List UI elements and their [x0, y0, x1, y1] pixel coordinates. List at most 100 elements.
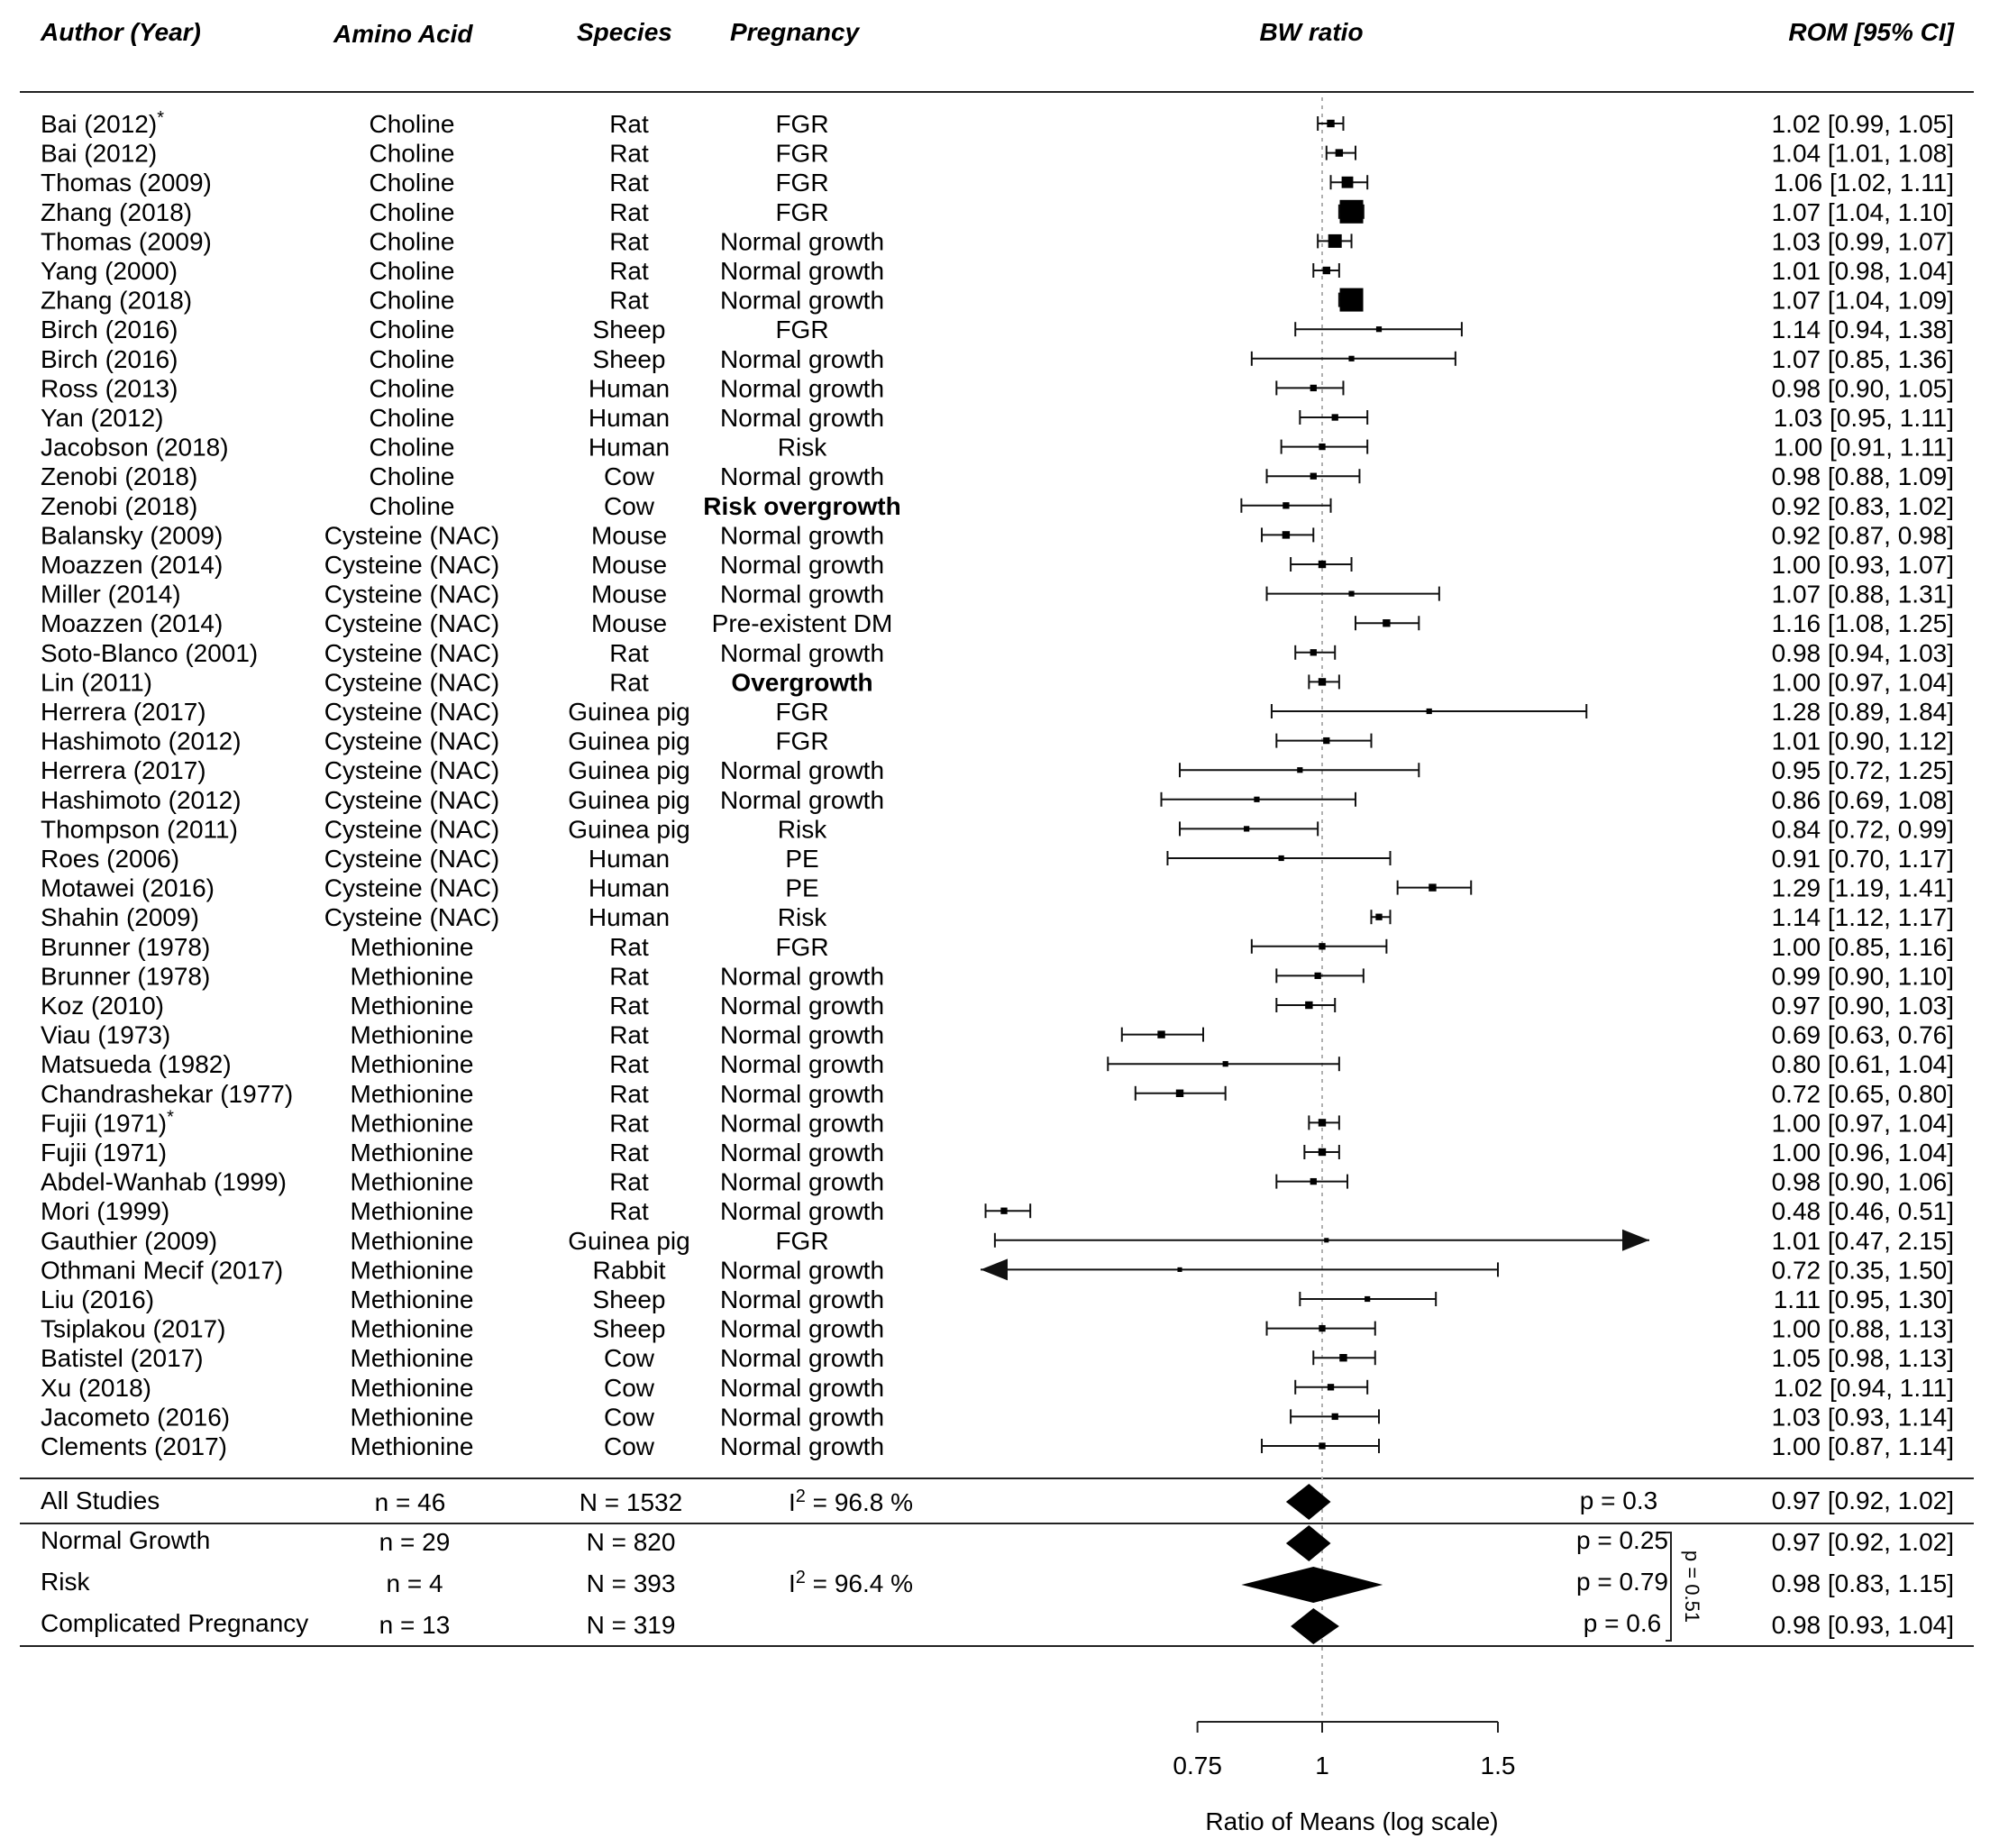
study-species: Mouse	[591, 581, 667, 608]
study-amino-acid: Cysteine (NAC)	[324, 786, 499, 814]
study-species: Sheep	[593, 345, 666, 373]
study-amino-acid: Choline	[370, 462, 455, 490]
study-author: Motawei (2016)	[41, 874, 215, 902]
study-rom: 1.07 [1.04, 1.09]	[1772, 287, 1954, 315]
study-amino-acid: Methionine	[351, 1197, 474, 1225]
study-amino-acid: Methionine	[351, 1109, 474, 1137]
study-amino-acid: Cysteine (NAC)	[324, 874, 499, 902]
study-rom: 0.99 [0.90, 1.10]	[1772, 962, 1954, 990]
study-rom: 1.03 [0.93, 1.14]	[1772, 1403, 1954, 1431]
study-row: Soto-Blanco (2001) Cysteine (NAC) Rat Norma…	[41, 639, 1954, 667]
study-species: Cow	[604, 1344, 655, 1372]
study-amino-acid: Methionine	[351, 1374, 474, 1402]
subgroup-i2-symbol: I	[789, 1569, 796, 1597]
subgroup-label-risk: Risk	[41, 1568, 90, 1596]
study-species: Rat	[609, 1050, 649, 1078]
study-amino-acid: Cysteine (NAC)	[324, 609, 499, 637]
study-rom: 0.80 [0.61, 1.04]	[1772, 1050, 1954, 1078]
subgroup-label-complicated: Complicated Pregnancy	[41, 1609, 308, 1637]
study-rom: 1.00 [0.97, 1.04]	[1772, 1109, 1954, 1137]
study-rom: 0.72 [0.65, 0.80]	[1772, 1080, 1954, 1108]
study-rom: 1.11 [0.95, 1.30]	[1774, 1285, 1954, 1313]
study-point-estimate	[1365, 1295, 1371, 1303]
study-ci-arrow-right	[1622, 1229, 1649, 1251]
x-axis-tick-label: 1.5	[1481, 1752, 1516, 1779]
study-species: Rat	[609, 169, 649, 197]
study-row: Xu (2018) Methionine Cow Normal growth 1.02 …	[41, 1374, 1954, 1402]
study-author: Zenobi (2018)	[41, 462, 197, 490]
study-species: Mouse	[591, 551, 667, 579]
study-point-estimate	[1222, 1061, 1228, 1067]
study-author: Koz (2010)	[41, 992, 164, 1020]
subgroup-rows: Normal Growth n = 29 N = 820 p = 0.25 0.…	[41, 1525, 1954, 1644]
study-species: Rat	[609, 140, 649, 168]
study-species: Guinea pig	[568, 727, 689, 755]
study-point-estimate	[1375, 326, 1383, 333]
study-row: Zenobi (2018) Choline Cow Normal growth 0.98…	[41, 462, 1954, 490]
study-author: Hashimoto (2012)	[41, 786, 242, 814]
study-pregnancy: Normal growth	[720, 581, 884, 608]
x-axis: 0.75 1 1.5 Ratio of Means (log scale)	[1173, 1721, 1516, 1835]
study-author: Miller (2014)	[41, 581, 181, 608]
study-row: Viau (1973) Methionine Rat Normal growth 0.6…	[41, 1021, 1954, 1049]
study-amino-acid: Cysteine (NAC)	[324, 581, 499, 608]
study-species: Rat	[609, 287, 649, 315]
study-species: Mouse	[591, 521, 667, 549]
study-row: Liu (2016) Methionine Sheep Normal growth 1.…	[41, 1285, 1954, 1313]
study-row: Abdel-Wanhab (1999) Methionine Rat Normal g…	[41, 1168, 1954, 1196]
study-rom: 0.48 [0.46, 0.51]	[1772, 1197, 1954, 1225]
study-rom: 1.00 [0.91, 1.11]	[1774, 434, 1954, 462]
study-pregnancy: FGR	[775, 140, 828, 168]
study-rom: 1.02 [0.94, 1.11]	[1774, 1374, 1954, 1402]
study-row: Gauthier (2009) Methionine Guinea pig FGR 1.…	[41, 1227, 1954, 1255]
study-species: Guinea pig	[568, 1227, 689, 1255]
x-axis-label: Ratio of Means (log scale)	[1205, 1807, 1498, 1835]
study-pregnancy: Normal growth	[720, 404, 884, 432]
study-point-estimate	[1335, 149, 1344, 157]
study-author: Moazzen (2014)	[41, 551, 223, 579]
study-point-estimate	[1383, 619, 1391, 627]
overall-diamond	[1285, 1484, 1331, 1520]
study-amino-acid: Choline	[370, 110, 455, 138]
study-pregnancy: Normal growth	[720, 1197, 884, 1225]
study-rom: 0.84 [0.72, 0.99]	[1772, 815, 1954, 843]
study-amino-acid: Choline	[370, 374, 455, 402]
subgroup-diamond	[1285, 1525, 1331, 1561]
study-rom: 1.07 [0.85, 1.36]	[1772, 345, 1954, 373]
study-amino-acid: Methionine	[351, 1168, 474, 1196]
study-species: Rat	[609, 1109, 649, 1137]
study-author: Jacobson (2018)	[41, 434, 229, 462]
study-amino-acid: Choline	[370, 345, 455, 373]
header-pregnancy: Pregnancy	[730, 18, 861, 46]
subgroup-p-complicated: p = 0.6	[1584, 1609, 1661, 1637]
study-point-estimate	[1310, 384, 1317, 392]
study-pregnancy: FGR	[775, 316, 828, 343]
study-rom: 0.97 [0.90, 1.03]	[1772, 992, 1954, 1020]
subgroup-diamonds	[1241, 1525, 1383, 1644]
study-pregnancy: Normal growth	[720, 1374, 884, 1402]
study-rom: 1.00 [0.93, 1.07]	[1772, 551, 1954, 579]
subgroup-N-risk: N = 393	[587, 1569, 676, 1597]
study-pregnancy: Normal growth	[720, 756, 884, 784]
study-point-estimate	[1175, 1089, 1184, 1097]
study-pregnancy: PE	[785, 845, 818, 873]
study-rom: 1.06 [1.02, 1.11]	[1774, 169, 1954, 197]
study-rows: Bai (2012)* Choline Rat FGR 1.02 [0.99, 1.05…	[41, 108, 1954, 1460]
study-author: Thompson (2011)	[41, 815, 238, 843]
study-amino-acid: Choline	[370, 227, 455, 255]
study-amino-acid: Methionine	[351, 962, 474, 990]
study-amino-acid: Methionine	[351, 1256, 474, 1284]
study-species: Cow	[604, 492, 655, 520]
column-headers: Author (Year) Amino Acid Species Pregnan…	[40, 18, 1956, 48]
study-species: Human	[589, 374, 670, 402]
study-marker: *	[157, 108, 164, 128]
study-row: Tsiplakou (2017) Methionine Sheep Normal gr…	[41, 1315, 1954, 1343]
subgroup-diamond	[1241, 1567, 1383, 1603]
study-row: Thomas (2009) Choline Rat FGR 1.06 [1.02, 1.…	[41, 169, 1954, 197]
study-pregnancy: Normal growth	[720, 1344, 884, 1372]
study-amino-acid: Choline	[370, 257, 455, 285]
study-pregnancy: Normal growth	[720, 639, 884, 667]
study-author: Batistel (2017)	[41, 1344, 204, 1372]
study-row: Chandrashekar (1977) Methionine Rat Normal …	[41, 1080, 1954, 1108]
